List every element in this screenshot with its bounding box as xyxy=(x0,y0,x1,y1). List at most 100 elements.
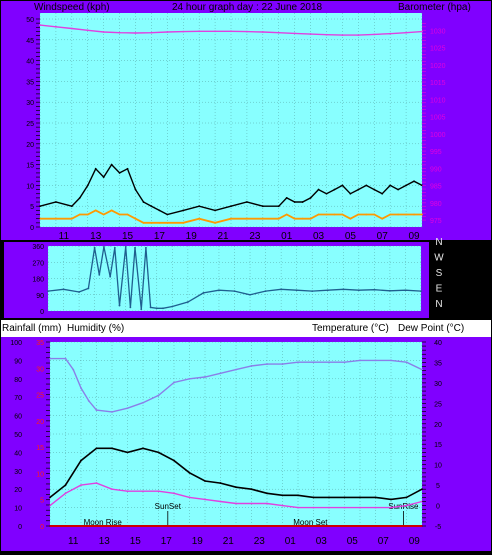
p1-data-point xyxy=(86,29,89,32)
p1-data-point xyxy=(413,180,415,183)
p1-data-point xyxy=(126,167,129,170)
p1-data-point xyxy=(246,201,248,203)
p3-humidity-tick-label: 50 xyxy=(14,432,22,439)
p1-data-point xyxy=(333,213,336,216)
p3-data-point xyxy=(219,372,222,375)
chart-title: 24 hour graph day : 22 June 2018 xyxy=(172,2,323,13)
p3-x-tick-label: 05 xyxy=(347,536,359,547)
p1-left-tick-label: 10 xyxy=(26,183,34,190)
p3-data-point xyxy=(250,365,253,367)
panel1-right-label: Barometer (hpa) xyxy=(398,2,471,13)
p3-data-point xyxy=(250,488,253,491)
p1-data-point xyxy=(293,201,296,203)
p1-data-point xyxy=(285,196,288,199)
p2-data-point xyxy=(113,246,116,249)
p3-x-tick-label: 03 xyxy=(316,536,328,547)
p3-x-tick-label: 01 xyxy=(285,536,297,547)
p2-data-point xyxy=(249,293,251,296)
p2-data-point xyxy=(233,290,236,293)
p1-left-tick-label: 15 xyxy=(26,163,34,170)
p1-right-tick-label: 1015 xyxy=(430,80,446,87)
p2-data-point xyxy=(98,273,101,276)
p1-data-point xyxy=(381,217,384,220)
event-label: Moon Set xyxy=(293,518,328,527)
p3-data-point xyxy=(235,486,237,489)
p1-left-tick-label: 0 xyxy=(30,225,34,232)
p1-data-point xyxy=(134,217,137,220)
p3-data-point xyxy=(328,496,330,499)
p1-data-point xyxy=(118,31,121,34)
p1-data-point xyxy=(333,188,336,191)
p3-data-point xyxy=(95,409,98,411)
p1-left-tick-label: 20 xyxy=(26,142,34,149)
p3-x-tick-label: 19 xyxy=(192,536,204,547)
p3-data-point xyxy=(87,399,90,402)
p1-data-point xyxy=(102,176,105,178)
p2-data-point xyxy=(373,288,376,291)
p3-data-point xyxy=(157,490,160,493)
p1-data-point xyxy=(166,221,169,224)
p3-temp-tick-label: 0 xyxy=(436,504,440,511)
p1-data-point xyxy=(301,217,304,220)
p1-data-point xyxy=(405,184,407,187)
p3-data-point xyxy=(235,502,237,505)
p1-data-point xyxy=(110,209,113,212)
p3-data-point xyxy=(204,480,206,482)
panel2-y-ticks: 0 90 180 270 360 xyxy=(32,244,44,316)
p3-x-tick-label: 07 xyxy=(378,536,390,547)
p3-data-point xyxy=(390,359,392,362)
p1-data-point xyxy=(365,184,368,187)
p1-right-tick-label: 995 xyxy=(430,149,442,156)
temperature-label: Temperature (°C) xyxy=(312,323,389,334)
p1-data-point xyxy=(230,30,232,33)
p3-data-point xyxy=(80,459,82,462)
p1-series-line xyxy=(40,209,422,224)
p2-data-point xyxy=(134,246,136,249)
panel3-y-right-ticks: -5 0 5 10 15 20 25 30 35 40 xyxy=(422,340,442,531)
p2-data-point xyxy=(149,306,152,309)
p1-right-tick-label: 1000 xyxy=(430,132,446,139)
p1-data-point xyxy=(230,217,232,220)
p3-data-point xyxy=(142,490,144,493)
p1-data-point xyxy=(389,213,392,216)
p3-humidity-tick-label: 80 xyxy=(14,377,22,384)
p1-data-point xyxy=(325,192,328,195)
compass-label: E xyxy=(436,284,443,295)
p1-data-point xyxy=(55,25,57,28)
p3-rain-tick-label: 0 xyxy=(40,524,44,531)
p1-x-tick-label: 07 xyxy=(377,231,389,242)
p2-data-point xyxy=(78,291,80,293)
p3-x-tick-label: 09 xyxy=(409,536,421,547)
p1-data-point xyxy=(285,213,288,216)
p3-rain-tick-label: 15 xyxy=(36,445,44,452)
p1-data-point xyxy=(381,192,384,195)
p1-data-point xyxy=(39,24,41,26)
p1-data-point xyxy=(150,221,153,224)
p3-x-tick-label: 17 xyxy=(161,536,173,547)
p3-data-point xyxy=(405,361,408,364)
p1-data-point xyxy=(70,205,73,208)
p3-data-point xyxy=(95,447,98,450)
p2-data-point xyxy=(62,288,65,291)
p1-x-tick-label: 01 xyxy=(281,231,293,242)
p2-data-point xyxy=(326,289,329,292)
p1-x-tick-label: 15 xyxy=(122,231,134,242)
p2-data-point xyxy=(280,288,283,291)
event-label: Moon Rise xyxy=(84,518,123,527)
p1-data-point xyxy=(325,213,328,216)
p1-right-tick-label: 975 xyxy=(430,218,442,225)
p3-temp-tick-label: 35 xyxy=(434,360,442,367)
p3-x-tick-label: 15 xyxy=(130,536,142,547)
p3-data-point xyxy=(188,496,191,499)
p2-data-point xyxy=(155,307,158,310)
panel1-series xyxy=(39,24,423,224)
p1-data-point xyxy=(373,188,376,191)
p1-data-point xyxy=(341,184,344,187)
panel3-series xyxy=(49,357,423,527)
p1-left-tick-label: 5 xyxy=(30,204,34,211)
p1-data-point xyxy=(373,33,376,36)
p3-data-point xyxy=(266,363,268,365)
p3-data-point xyxy=(80,484,82,487)
p1-data-point xyxy=(301,201,304,203)
